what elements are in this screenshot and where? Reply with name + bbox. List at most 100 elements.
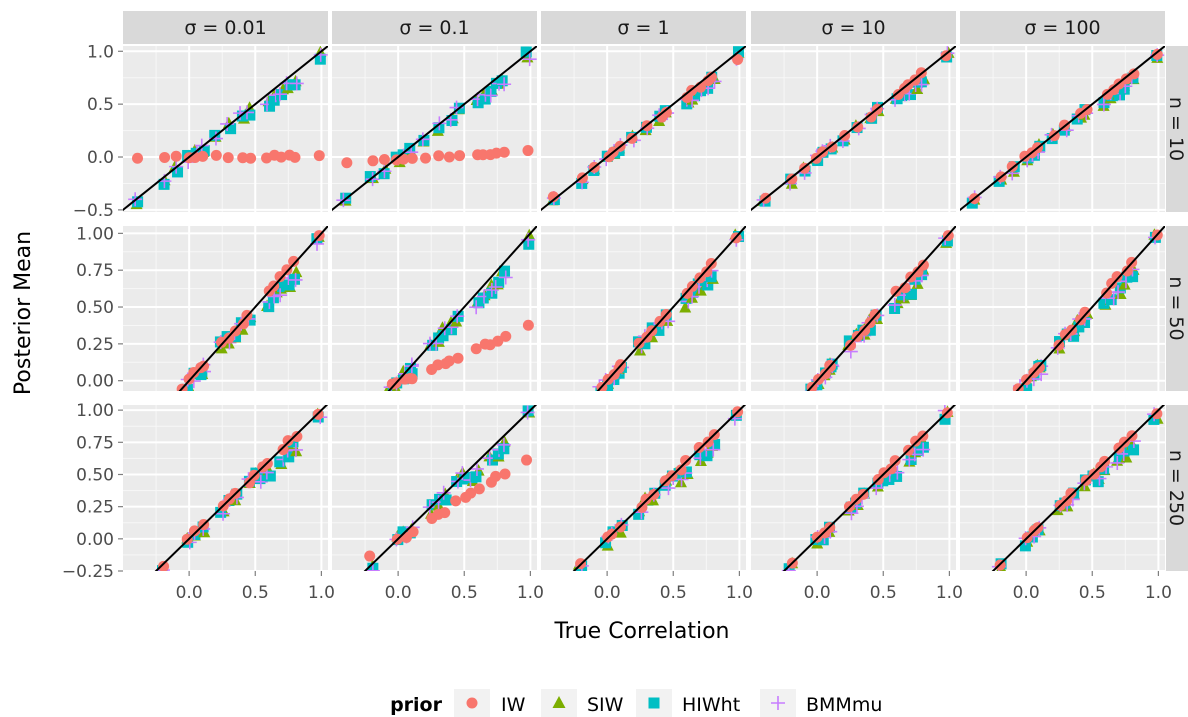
identity-line [806,226,956,391]
point-hiwht [1127,271,1139,283]
y-tick-label: 0.25 [76,335,114,355]
point-hiwht [405,362,417,374]
point-iw [281,264,293,276]
point-iw [367,155,379,167]
point-iw [433,150,445,162]
point-bmmmu [497,77,512,92]
panel-points [960,46,1165,212]
point-siw [694,284,707,296]
point-hiwht [709,438,721,450]
identity-line [572,405,746,571]
y-tick-label: 0.0 [87,148,114,168]
point-hiwht [864,324,876,336]
point-iw [197,150,209,162]
y-tick-label: 0.00 [76,372,114,392]
row-strip-label-2: n = 50 [1165,276,1187,340]
point-hiwht [132,196,144,208]
point-iw [680,454,692,466]
point-iw [889,455,901,467]
point-siw [679,300,692,313]
point-hiwht [653,324,665,336]
point-bmmmu [706,442,721,457]
point-hiwht [254,473,266,485]
point-iw [378,153,390,165]
y-tick-label: 1.00 [76,401,114,421]
panel-points [991,405,1165,571]
identity-line [154,405,328,571]
point-hiwht [1118,83,1130,95]
panel-points [383,226,537,391]
point-bmmmu [436,485,451,500]
point-hiwht [496,75,508,87]
point-hiwht [418,134,430,146]
point-iw [398,153,410,165]
identity-line [123,46,328,212]
point-iw [237,318,249,330]
point-iw [701,266,713,278]
identity-line [991,405,1165,571]
point-iw [633,337,645,349]
point-iw [500,330,512,342]
point-bmmmu [288,272,303,287]
y-tick-label: 1.00 [76,224,114,244]
panel-r1-c5 [960,46,1165,212]
point-bmmmu [240,105,255,120]
col-strip-label-5: σ = 100 [1024,17,1100,39]
point-siw [634,344,647,356]
panel-background [960,226,1165,391]
point-bmmmu [498,270,513,285]
identity-line [1015,226,1165,391]
point-iw [465,487,477,499]
point-iw [1065,487,1077,499]
x-tick-label: 0.0 [385,583,412,603]
panel-background [123,405,328,571]
facet-strips: σ = 0.01 σ = 0.1 σ = 1 σ = 10 σ = 100 n = 10 n… [123,11,1188,571]
point-hiwht [1105,294,1117,306]
identity-line [960,46,1165,212]
x-tick-label: 1.0 [726,583,753,603]
point-bmmmu [365,172,380,187]
point-hiwht [244,109,256,121]
point-hiwht [633,508,645,520]
panel-r3-c3 [541,405,746,572]
x-tick-label: 0.5 [451,583,478,603]
x-tick-label: 0.5 [660,583,687,603]
identity-line [751,46,956,212]
point-iw [1111,271,1123,283]
point-hiwht [905,288,917,300]
identity-line [782,405,956,571]
point-iw [732,53,744,65]
identity-line [541,46,746,212]
point-hiwht [244,314,256,326]
legend-item-iw: IW [454,689,526,717]
point-iw [277,444,289,456]
point-bmmmu [1111,285,1126,300]
point-bmmmu [496,437,511,452]
point-hiwht [1098,297,1110,309]
point-iw [210,149,222,161]
point-bmmmu [469,300,484,315]
point-bmmmu [272,87,287,102]
point-iw [181,533,193,545]
point-hiwht [172,166,184,178]
panel-r1-c3 [541,46,746,212]
col-strip-3 [541,11,746,44]
point-iw [859,324,871,336]
y-tick-label: 0.5 [87,95,114,115]
point-iw [452,352,464,364]
row-strip-2 [1166,226,1188,391]
point-iw [470,343,482,355]
point-iw [490,470,502,482]
point-iw [237,152,249,164]
point-bmmmu [1096,97,1111,112]
row-strip-1 [1166,46,1188,212]
legend-glyph-iw [466,697,478,709]
point-iw [288,255,300,267]
point-bmmmu [483,88,498,103]
point-hiwht [486,454,498,466]
panel-points [572,405,746,571]
panel-points [804,226,956,391]
point-bmmmu [288,442,303,457]
point-bmmmu [273,288,288,303]
y-tick-label: 1.0 [87,42,114,62]
